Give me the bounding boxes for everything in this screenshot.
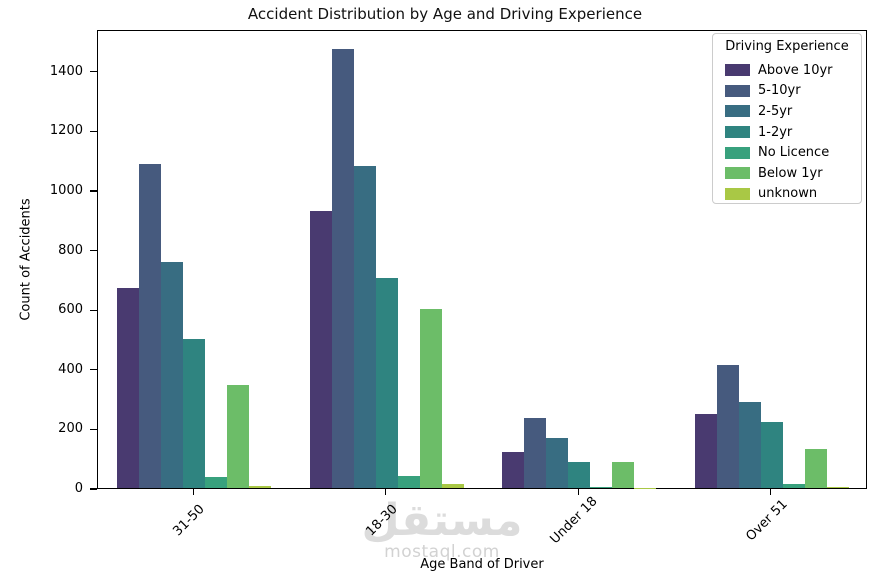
bar xyxy=(524,418,547,488)
legend-swatch xyxy=(725,126,750,139)
y-tick-mark xyxy=(90,488,97,490)
y-tick-mark xyxy=(90,369,97,371)
x-tick-mark xyxy=(385,489,387,495)
y-tick-mark xyxy=(90,249,97,252)
legend-label: Below 1yr xyxy=(758,165,823,181)
legend: Driving Experience Above 10yr 5-10yr 2-5yr… xyxy=(712,33,862,204)
bar xyxy=(612,462,635,488)
y-tick-label: 0 xyxy=(74,481,83,496)
bar xyxy=(738,402,761,488)
legend-title: Driving Experience xyxy=(725,39,849,54)
bar xyxy=(161,262,184,488)
bar xyxy=(205,477,228,488)
y-axis-label: Count of Accidents xyxy=(18,198,34,321)
legend-rows: Above 10yr 5-10yr 2-5yr 1-2yr No Licence Belo… xyxy=(713,60,861,204)
y-tick-label: 1000 xyxy=(49,182,83,198)
bar xyxy=(309,210,332,488)
legend-swatch xyxy=(725,187,750,200)
bar xyxy=(804,448,827,488)
bar xyxy=(590,486,613,488)
bar xyxy=(716,364,739,488)
watermark: مستقل mostaql.com xyxy=(342,498,542,561)
legend-row: 1-2yr xyxy=(713,122,861,143)
bar xyxy=(419,309,442,488)
y-tick-mark xyxy=(90,309,97,311)
legend-label: 1-2yr xyxy=(758,124,793,140)
legend-row: Below 1yr xyxy=(713,163,861,184)
bar xyxy=(782,484,805,488)
legend-label: unknown xyxy=(758,186,818,202)
legend-row: Above 10yr xyxy=(713,60,861,81)
x-tick-mark xyxy=(192,489,194,495)
legend-row: 2-5yr xyxy=(713,101,861,122)
legend-row: 5-10yr xyxy=(713,81,861,102)
bar xyxy=(397,475,420,488)
y-tick-label: 800 xyxy=(58,242,83,258)
bar xyxy=(502,452,525,488)
watermark-url: mostaql.com xyxy=(384,542,500,562)
bar xyxy=(568,461,591,488)
legend-swatch xyxy=(725,167,750,180)
legend-swatch xyxy=(725,64,750,77)
bar xyxy=(249,485,272,488)
bar xyxy=(760,421,783,488)
legend-swatch xyxy=(725,146,750,159)
legend-row: unknown xyxy=(713,184,861,205)
bar xyxy=(826,486,849,488)
bar xyxy=(546,437,569,488)
bar xyxy=(227,384,250,488)
y-tick-label: 600 xyxy=(58,302,83,318)
legend-label: No Licence xyxy=(758,145,830,161)
y-tick-label: 1200 xyxy=(49,123,83,139)
bar xyxy=(117,288,140,488)
y-tick-mark xyxy=(90,428,97,430)
bar xyxy=(183,338,206,488)
plot-area xyxy=(97,30,867,489)
bar xyxy=(375,278,398,488)
bar xyxy=(353,165,376,488)
y-tick-label: 200 xyxy=(58,421,83,437)
legend-label: Above 10yr xyxy=(758,62,833,78)
y-tick-label: 400 xyxy=(58,361,83,377)
bar xyxy=(441,483,464,488)
y-tick-mark xyxy=(90,190,97,192)
x-tick-mark xyxy=(577,489,579,495)
x-axis-label: Age Band of Driver xyxy=(420,557,544,572)
bar xyxy=(694,413,717,488)
legend-label: 2-5yr xyxy=(758,103,793,119)
bar xyxy=(139,164,162,488)
legend-label: 5-10yr xyxy=(758,83,801,99)
y-tick-mark xyxy=(90,130,97,132)
watermark-logo: مستقل xyxy=(361,495,523,546)
bar xyxy=(331,48,354,488)
y-tick-mark xyxy=(90,71,97,73)
legend-swatch xyxy=(725,105,750,118)
x-tick-mark xyxy=(770,489,772,495)
y-tick-label: 1400 xyxy=(49,63,83,79)
chart-title: Accident Distribution by Age and Driving… xyxy=(247,5,643,23)
legend-swatch xyxy=(725,84,750,97)
legend-row: No Licence xyxy=(713,142,861,163)
